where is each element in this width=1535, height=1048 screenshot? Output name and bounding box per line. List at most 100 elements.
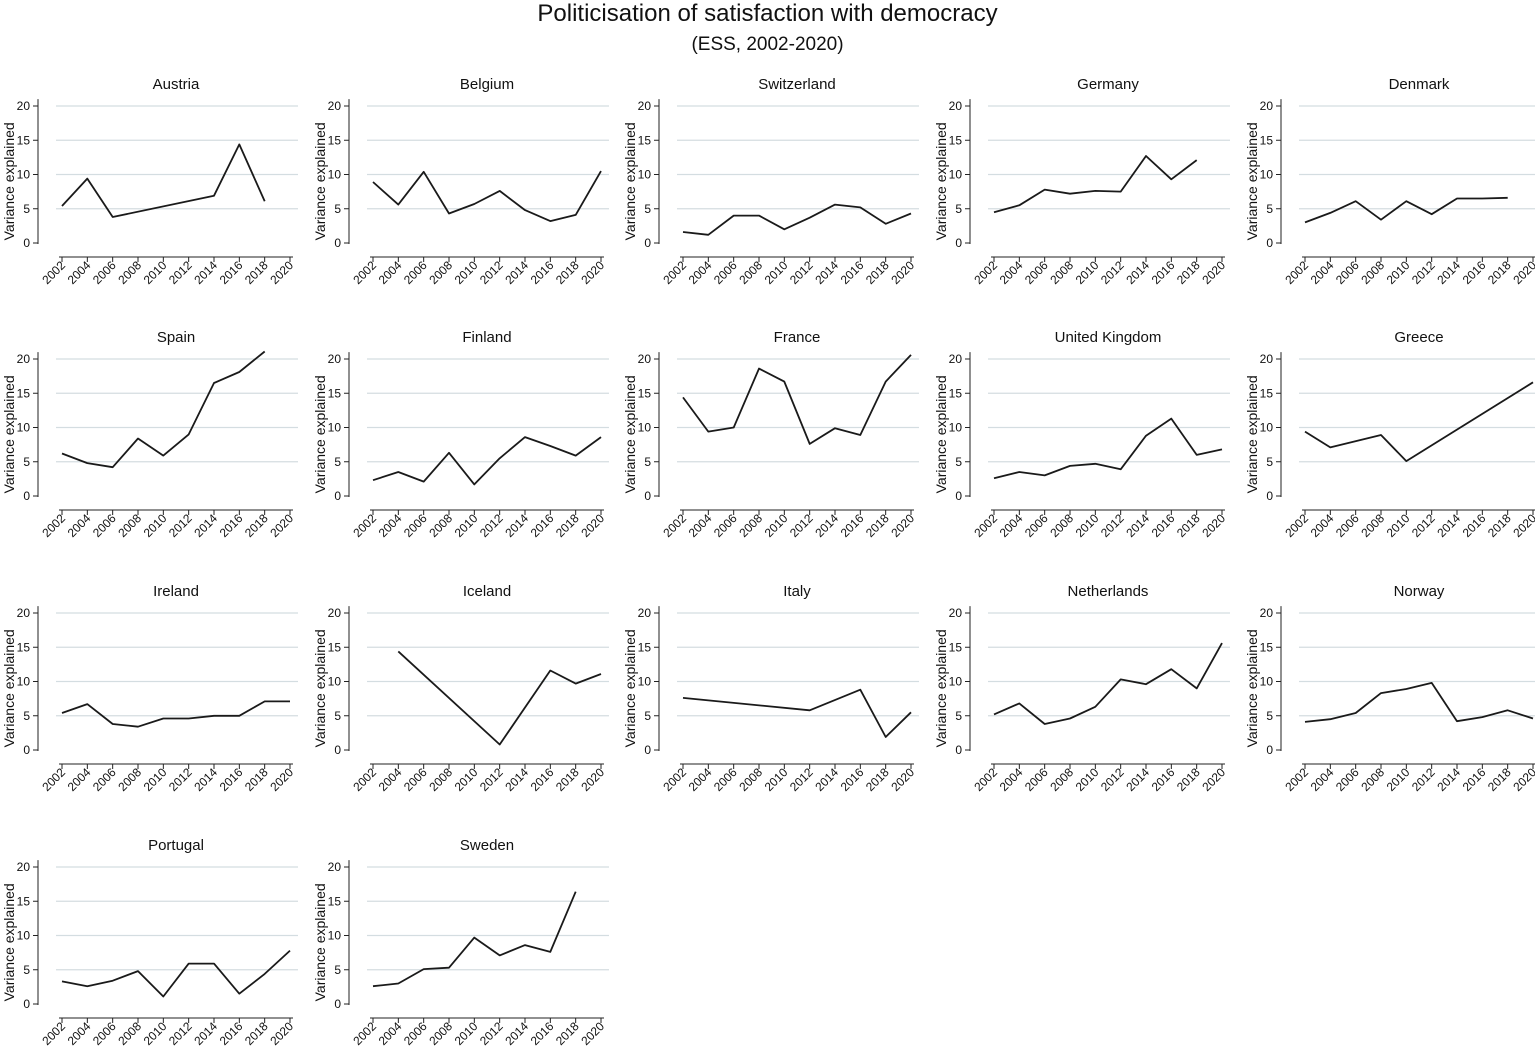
panel-title: United Kingdom xyxy=(1055,329,1162,346)
x-tick-label: 2018 xyxy=(1485,765,1514,794)
x-tick-label: 2016 xyxy=(1149,511,1178,540)
x-tick-label: 2012 xyxy=(787,765,816,794)
x-tick-label: 2008 xyxy=(426,511,455,540)
x-tick-label: 2006 xyxy=(1333,765,1362,794)
y-tick-label: 10 xyxy=(949,675,963,689)
y-tick-label: 20 xyxy=(17,99,31,113)
series-line xyxy=(1304,196,1508,224)
y-tick-label: 20 xyxy=(949,99,963,113)
y-tick-label: 20 xyxy=(1260,352,1274,366)
series-line xyxy=(682,203,912,236)
x-tick-label: 2020 xyxy=(267,511,296,540)
y-tick-label: 10 xyxy=(638,168,652,182)
y-tick-label: 0 xyxy=(1266,743,1273,757)
x-tick-label: 2014 xyxy=(502,1019,531,1048)
y-tick-label: 10 xyxy=(328,168,342,182)
x-tick-label: 2018 xyxy=(863,765,892,794)
x-tick-label: 2020 xyxy=(578,511,607,540)
panel-title: Ireland xyxy=(153,583,199,600)
page-subtitle: (ESS, 2002-2020) xyxy=(691,34,844,55)
x-tick-label: 2010 xyxy=(141,511,170,540)
x-tick-label: 2002 xyxy=(971,258,1000,287)
panel-title: Iceland xyxy=(463,583,511,600)
x-tick-label: 2004 xyxy=(376,258,405,287)
x-tick-label: 2010 xyxy=(1073,765,1102,794)
y-tick-label: 0 xyxy=(23,743,30,757)
panel-title: Denmark xyxy=(1389,76,1450,93)
y-tick-label: 15 xyxy=(949,640,963,654)
x-tick-label: 2002 xyxy=(39,765,68,794)
x-tick-label: 2002 xyxy=(350,258,379,287)
y-tick-label: 10 xyxy=(1260,421,1274,435)
panel-austria: Austria051015202002200420062008201020122… xyxy=(1,76,298,287)
panel-germany: Germany051015202002200420062008201020122… xyxy=(933,76,1230,287)
panel-title: France xyxy=(774,329,821,346)
panel-finland: Finland051015202002200420062008201020122… xyxy=(312,329,609,540)
y-tick-label: 20 xyxy=(17,860,31,874)
y-axis-title: Variance explained xyxy=(1,122,17,240)
y-axis-title: Variance explained xyxy=(622,375,638,493)
y-tick-label: 15 xyxy=(328,133,342,147)
x-tick-label: 2004 xyxy=(1308,511,1337,540)
x-tick-label: 2020 xyxy=(1510,258,1535,287)
y-tick-label: 15 xyxy=(949,133,963,147)
y-tick-label: 0 xyxy=(23,997,30,1011)
panel-title: Italy xyxy=(783,583,811,600)
x-tick-label: 2012 xyxy=(1098,258,1127,287)
x-tick-label: 2002 xyxy=(350,511,379,540)
panel-switzerland: Switzerland05101520200220042006200820102… xyxy=(622,76,919,287)
y-tick-label: 15 xyxy=(949,386,963,400)
y-tick-label: 5 xyxy=(334,963,341,977)
x-tick-label: 2016 xyxy=(1460,511,1489,540)
y-tick-label: 0 xyxy=(644,236,651,250)
x-tick-label: 2002 xyxy=(350,1019,379,1048)
x-tick-label: 2014 xyxy=(1434,258,1463,287)
x-tick-label: 2018 xyxy=(553,258,582,287)
series-line xyxy=(993,155,1198,214)
y-tick-label: 15 xyxy=(638,640,652,654)
x-tick-label: 2014 xyxy=(1123,511,1152,540)
x-tick-label: 2020 xyxy=(888,258,917,287)
x-tick-label: 2006 xyxy=(90,1019,119,1048)
y-axis-title: Variance explained xyxy=(1,883,17,1001)
x-tick-label: 2014 xyxy=(812,258,841,287)
x-tick-label: 2010 xyxy=(452,1019,481,1048)
x-tick-label: 2004 xyxy=(686,258,715,287)
panel-united-kingdom: United Kingdom05101520200220042006200820… xyxy=(933,329,1230,540)
x-tick-label: 2006 xyxy=(1333,511,1362,540)
series-line xyxy=(993,417,1223,480)
y-tick-label: 10 xyxy=(17,929,31,943)
panel-norway: Norway0510152020022004200620082010201220… xyxy=(1244,583,1535,794)
x-tick-label: 2002 xyxy=(1282,258,1311,287)
y-tick-label: 5 xyxy=(334,455,341,469)
x-tick-label: 2008 xyxy=(736,258,765,287)
x-tick-label: 2006 xyxy=(1022,258,1051,287)
x-tick-label: 2008 xyxy=(426,765,455,794)
x-tick-label: 2014 xyxy=(812,765,841,794)
x-tick-label: 2020 xyxy=(578,765,607,794)
y-axis-title: Variance explained xyxy=(1,375,17,493)
x-tick-label: 2010 xyxy=(452,511,481,540)
x-tick-label: 2012 xyxy=(1409,511,1438,540)
panel-france: France0510152020022004200620082010201220… xyxy=(622,329,919,540)
y-tick-label: 5 xyxy=(23,202,30,216)
y-tick-label: 15 xyxy=(328,894,342,908)
x-tick-label: 2004 xyxy=(376,765,405,794)
x-tick-label: 2008 xyxy=(426,1019,455,1048)
y-tick-label: 20 xyxy=(328,606,342,620)
x-tick-label: 2014 xyxy=(1123,765,1152,794)
x-tick-label: 2018 xyxy=(553,511,582,540)
x-tick-label: 2016 xyxy=(1149,258,1178,287)
x-tick-label: 2008 xyxy=(115,765,144,794)
x-tick-label: 2006 xyxy=(401,511,430,540)
x-tick-label: 2016 xyxy=(528,258,557,287)
x-tick-label: 2006 xyxy=(401,258,430,287)
x-tick-label: 2006 xyxy=(90,765,119,794)
x-tick-label: 2018 xyxy=(242,1019,271,1048)
x-tick-label: 2012 xyxy=(1098,511,1127,540)
x-tick-label: 2016 xyxy=(528,511,557,540)
x-tick-label: 2008 xyxy=(426,258,455,287)
x-tick-label: 2016 xyxy=(528,765,557,794)
x-tick-label: 2016 xyxy=(217,765,246,794)
